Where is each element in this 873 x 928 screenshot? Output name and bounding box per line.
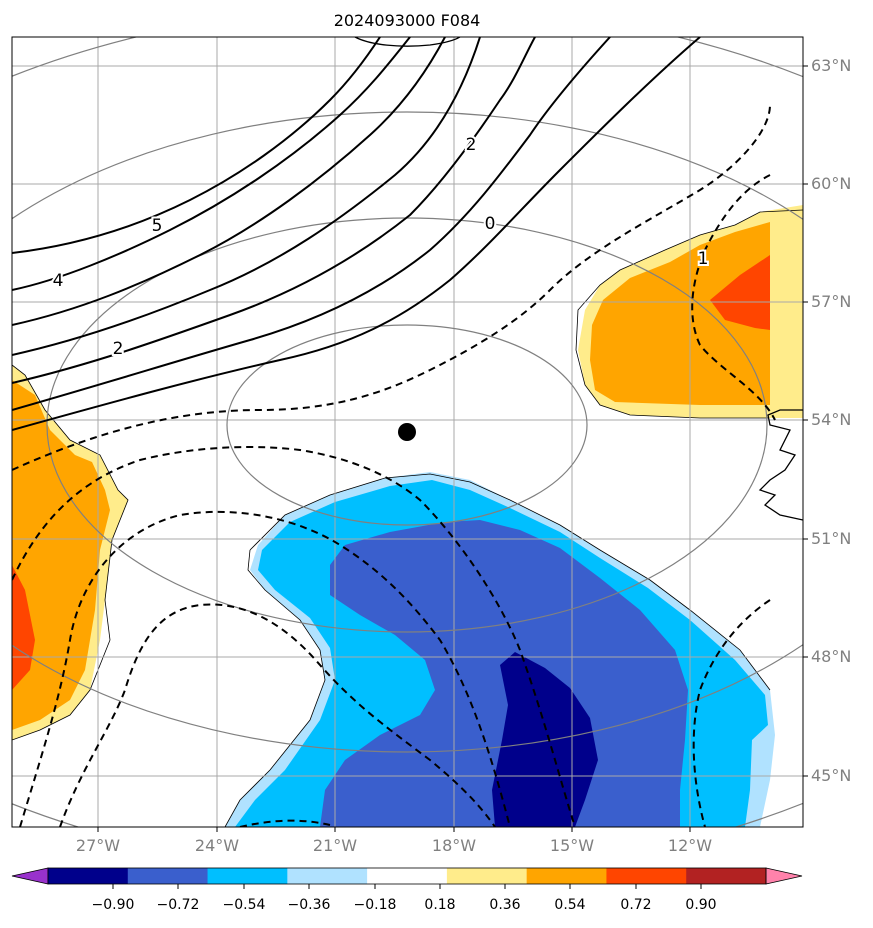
graticule <box>12 37 803 827</box>
colorbar-tick-label: −0.90 <box>92 897 135 913</box>
anomaly-fill-layer <box>12 205 803 827</box>
positive-anomaly-region-west-core <box>12 380 110 730</box>
lon-label: 18°W <box>432 836 476 855</box>
colorbar-outline <box>47 867 767 885</box>
colorbar-tick-label: 0.54 <box>554 897 585 913</box>
lon-label: 27°W <box>76 836 120 855</box>
colorbar: −0.90 −0.72 −0.54 −0.36 −0.18 0.18 0.36 0.54 0.7… <box>11 867 803 913</box>
colorbar-tick-label: 0.72 <box>620 897 651 913</box>
positive-anomaly-region-east-max <box>710 255 770 330</box>
lon-label: 24°W <box>195 836 239 855</box>
lat-label: 60°N <box>811 174 851 193</box>
colorbar-segment <box>287 868 368 884</box>
colorbar-tick-label: −0.54 <box>223 897 266 913</box>
colorbar-tick-label: 0.18 <box>424 897 455 913</box>
colorbar-tick-label: 0.36 <box>489 897 520 913</box>
colorbar-segment <box>526 868 607 884</box>
contour-label-layer: 5 4 2 2 0 1 <box>51 133 711 361</box>
colorbar-segment <box>127 868 209 884</box>
contour-label: 1 <box>698 249 709 269</box>
longitude-labels: 27°W 24°W 21°W 18°W 15°W 12°W <box>76 827 712 855</box>
latitude-labels: 63°N 60°N 57°N 54°N 51°N 48°N 45°N <box>803 56 851 785</box>
dashed-contours <box>12 104 776 827</box>
colorbar-tick-label: −0.36 <box>288 897 331 913</box>
lat-label: 57°N <box>811 292 851 311</box>
lon-label: 15°W <box>550 836 594 855</box>
lat-label: 63°N <box>811 56 851 75</box>
positive-anomaly-region-west-max <box>12 565 35 690</box>
anomaly-outline-layer <box>12 209 803 827</box>
lon-label: 12°W <box>668 836 712 855</box>
colorbar-segment <box>686 868 767 884</box>
colorbar-extend-low <box>11 867 49 885</box>
lon-label: 21°W <box>313 836 357 855</box>
contour-label: 2 <box>466 135 477 155</box>
map-frame <box>11 36 804 828</box>
lat-label: 54°N <box>811 410 851 429</box>
colorbar-tick-label: −0.18 <box>354 897 397 913</box>
positive-anomaly-region-east-core <box>590 222 770 405</box>
lat-label: 51°N <box>811 529 851 548</box>
colorbar-extend-high <box>765 867 803 885</box>
lat-label: 48°N <box>811 647 851 666</box>
center-point-marker <box>398 423 416 441</box>
colorbar-segment <box>207 868 288 884</box>
colorbar-segment <box>446 868 528 884</box>
coastlines <box>354 37 803 521</box>
contour-label: 0 <box>485 214 496 234</box>
colorbar-tick-label: 0.90 <box>685 897 716 913</box>
contour-label: 2 <box>113 339 124 359</box>
colorbar-segment <box>606 868 687 884</box>
lat-label: 45°N <box>811 766 851 785</box>
contour-label: 5 <box>152 216 163 236</box>
contour-label: 4 <box>53 271 64 291</box>
colorbar-tick-label: −0.72 <box>157 897 200 913</box>
colorbar-segment <box>48 868 129 884</box>
colorbar-segment <box>367 868 448 884</box>
map-title: 2024093000 F084 <box>334 11 481 30</box>
solid-contours <box>12 37 701 431</box>
